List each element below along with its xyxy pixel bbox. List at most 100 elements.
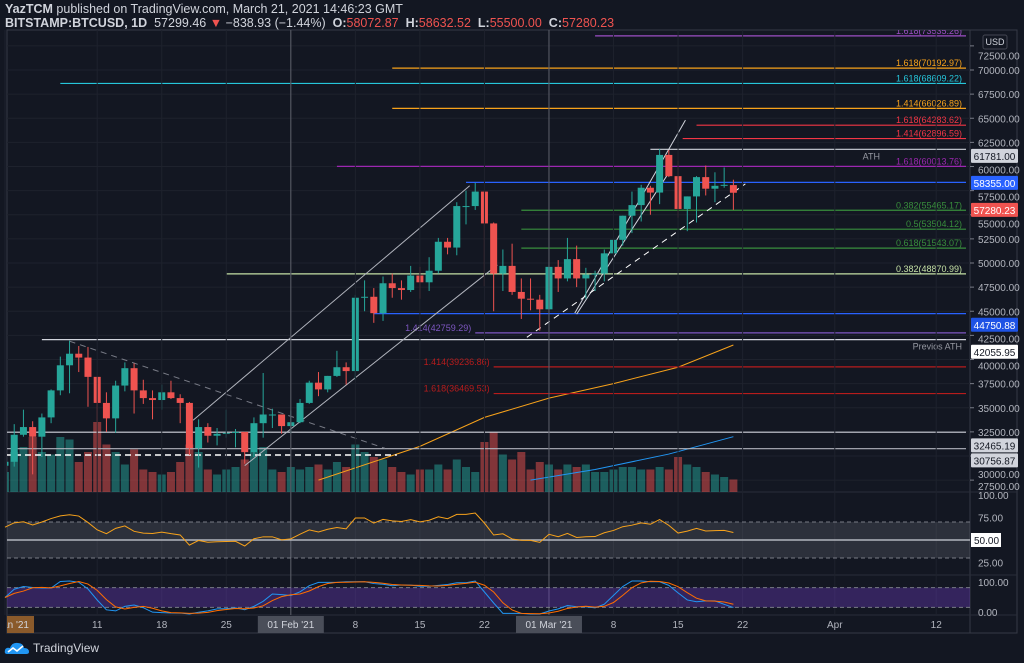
candle [720, 167, 728, 188]
candle [444, 237, 452, 255]
level-label: 1.618(70192.97) [896, 58, 962, 68]
level-note: Previos ATH [913, 342, 962, 352]
y-tick-label: 47500.00 [978, 283, 1020, 294]
candle [471, 182, 479, 210]
candle-body [10, 434, 18, 462]
level-label: 0.618(51543.07) [896, 238, 962, 248]
volume-bar [462, 467, 470, 492]
volume-bar [369, 457, 378, 492]
open-value: 58072.87 [346, 16, 399, 30]
high-label: H: [405, 16, 419, 30]
candle-body [407, 275, 415, 291]
y-tick-label: 65000.00 [978, 114, 1020, 125]
candle-body [333, 367, 341, 376]
y-tick-label: 27500.00 [978, 482, 1020, 493]
volume-bar [701, 472, 710, 492]
rsi-tick-label: 25.00 [978, 559, 1003, 570]
level-label: 1.618(36469.53) [424, 384, 490, 394]
candle-body [683, 196, 691, 209]
candle-body [425, 270, 433, 283]
volume-bar [74, 462, 83, 492]
candle [324, 375, 332, 393]
candle-body [204, 427, 212, 436]
y-tick-label: 72500.00 [978, 52, 1020, 63]
candle-body [388, 283, 396, 289]
candle [628, 191, 636, 234]
y-tick-label: 57500.00 [978, 192, 1020, 203]
level-label: 1.618(73535.26) [896, 26, 962, 36]
volume-bar [130, 449, 139, 492]
rsi-value-tag: 50.00 [974, 536, 999, 547]
candle [397, 280, 405, 300]
x-tick-label: 01 Feb '21 [267, 620, 314, 631]
volume-bar [194, 452, 203, 492]
volume-bar [664, 469, 673, 492]
candle [29, 421, 37, 475]
candle-body [176, 398, 184, 403]
candle [711, 172, 719, 203]
price-axis-tag: 30756.87 [974, 456, 1016, 467]
candle [554, 260, 562, 292]
volume-bar [296, 469, 305, 492]
candle [296, 399, 304, 424]
candle-body [619, 215, 627, 240]
candle-body [305, 382, 313, 403]
high-value: 58632.52 [418, 16, 471, 30]
low-label: L: [477, 16, 490, 30]
candle [149, 390, 157, 420]
x-tick-label: Jan '21 [0, 620, 29, 631]
candle-body [278, 414, 286, 427]
candle-body [434, 241, 442, 271]
candle-body [296, 402, 304, 423]
x-tick-label: 8 [611, 620, 617, 631]
volume-bar [185, 444, 194, 492]
volume-bar [526, 469, 535, 492]
candle-body [75, 353, 83, 358]
volume-bar [379, 459, 388, 492]
volume-bar [102, 444, 111, 492]
y-tick-label: 52500.00 [978, 235, 1020, 246]
rsi-tick-label: 75.00 [978, 514, 1003, 525]
volume-bar [332, 462, 341, 492]
candle-body [84, 357, 92, 377]
level-label: 1.618(68609.22) [896, 73, 962, 83]
candle [278, 414, 286, 434]
y-tick-label: 37500.00 [978, 380, 1020, 391]
price-axis-tag-bg [971, 453, 1018, 468]
candle [130, 363, 138, 414]
time-axis-highlight [7, 616, 35, 633]
level-label: 1.414(42759.29) [405, 323, 471, 333]
candle [185, 401, 193, 456]
currency-badge [982, 34, 1008, 50]
candle-body [185, 402, 193, 449]
volume-bar [710, 474, 719, 492]
tradingview-cloud-icon [4, 642, 29, 654]
author-name: YazTCM [5, 2, 53, 16]
currency-label: USD [985, 37, 1005, 47]
candle-body [591, 273, 599, 275]
candle [407, 265, 415, 292]
volume-bar [268, 469, 277, 492]
candle [121, 362, 129, 392]
candle [342, 362, 350, 385]
candle [665, 150, 673, 178]
candle-body [19, 427, 27, 435]
candle-body [56, 365, 64, 391]
candle [361, 280, 369, 312]
level-label: 0.5(53504.12) [906, 219, 962, 229]
candle-body [232, 431, 239, 433]
volume-bar [83, 452, 92, 492]
rsi-value-tag-bg [971, 533, 1001, 547]
main-pane: 1.618(73535.26) 1.618(70192.97) 1.618(6860… [7, 26, 970, 492]
candle [66, 340, 74, 394]
candle-body [112, 385, 120, 419]
candle [139, 379, 147, 404]
close-label: C: [548, 16, 562, 30]
y-tick-label: 70000.00 [978, 66, 1020, 77]
candle-body [720, 184, 728, 186]
candle [75, 345, 83, 373]
volume-bar [692, 467, 701, 492]
volume-bar [600, 472, 609, 492]
candle-body [361, 296, 369, 298]
